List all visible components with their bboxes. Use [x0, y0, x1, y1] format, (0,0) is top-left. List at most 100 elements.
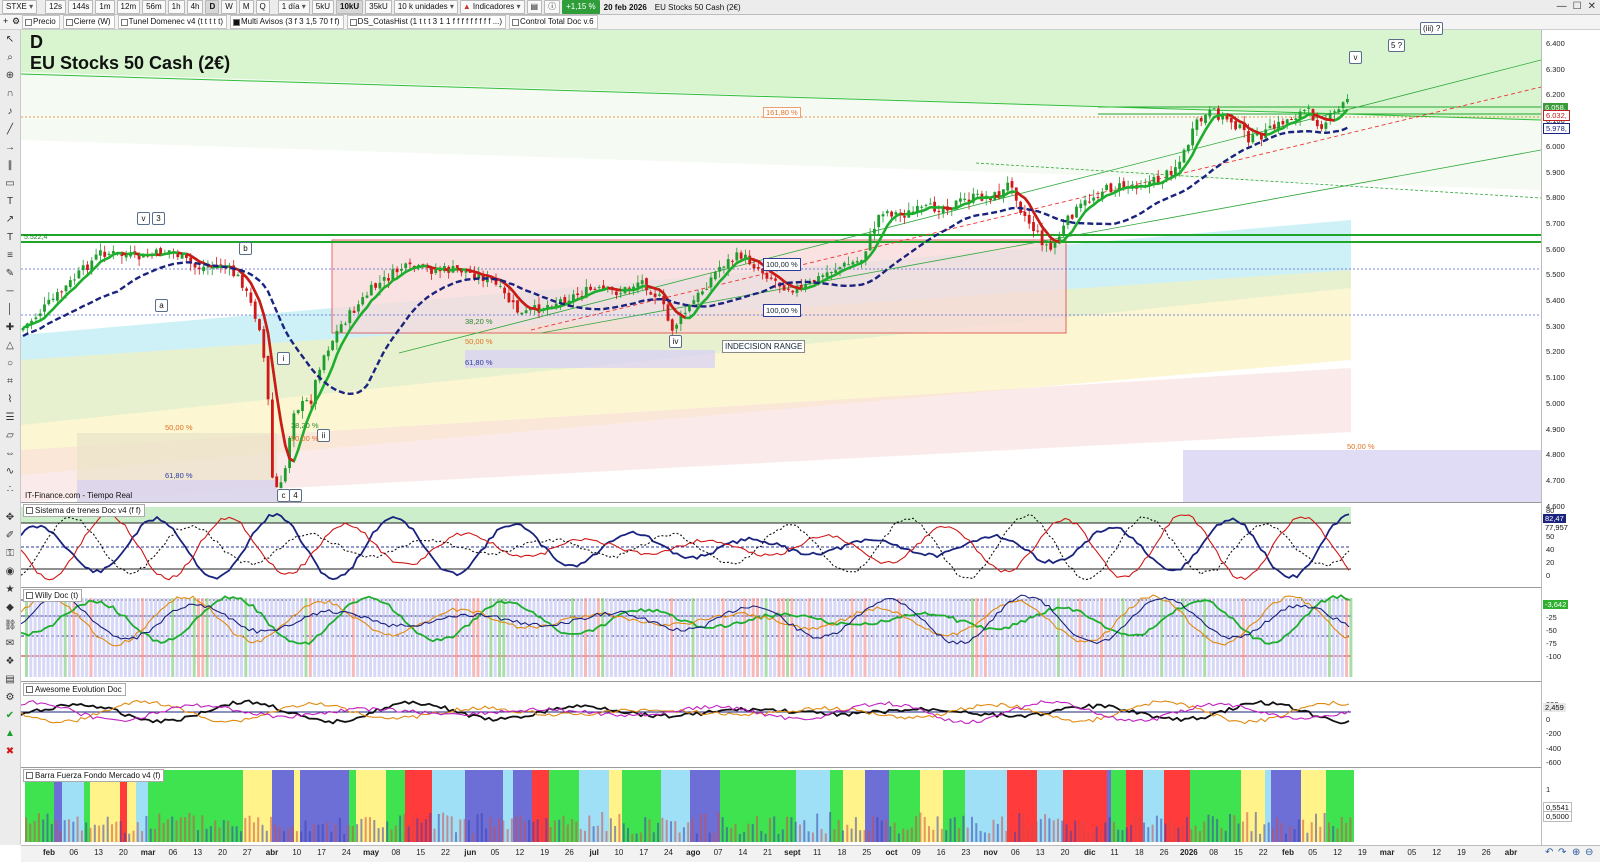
- text2-icon[interactable]: T: [6, 232, 14, 243]
- path-icon[interactable]: ⌇: [7, 394, 13, 405]
- interval-button-1h[interactable]: 1h: [167, 0, 185, 14]
- delete-icon[interactable]: ✖: [5, 746, 15, 757]
- time-label: nov: [983, 848, 998, 857]
- trenes-pane[interactable]: Sistema de trenes Doc v4 (f f): [21, 503, 1541, 588]
- rect-icon[interactable]: ▭: [5, 178, 15, 189]
- toggle-icon[interactable]: ▤: [526, 0, 543, 14]
- indicator-tag[interactable]: DS_CotasHist (1 t t t 3 1 1 f f f f f f …: [346, 15, 507, 29]
- magnet-icon[interactable]: ∩: [6, 88, 14, 99]
- info-icon[interactable]: ⓘ: [544, 0, 561, 14]
- channel-icon[interactable]: ∥: [7, 160, 13, 171]
- units-dropdown[interactable]: 10 k unidades: [393, 0, 458, 14]
- cursor-icon[interactable]: ↖: [5, 34, 15, 45]
- close-icon[interactable]: ✕: [1587, 1, 1596, 12]
- ellipse-icon[interactable]: ○: [6, 358, 14, 369]
- eraser-icon[interactable]: ▱: [6, 430, 14, 441]
- interval-button-12s[interactable]: 12s: [45, 0, 67, 14]
- ray-icon[interactable]: →: [5, 142, 15, 153]
- zoom-icon[interactable]: ⊕: [5, 70, 15, 81]
- barra-pane[interactable]: Barra Fuerza Fondo Mercado v4 (f): [21, 768, 1541, 846]
- willy-pane[interactable]: Willy Doc (t): [21, 588, 1541, 682]
- check-icon[interactable]: ✔: [5, 710, 15, 721]
- hline-icon[interactable]: ─: [6, 286, 14, 297]
- indicator-tag[interactable]: Precio: [22, 15, 60, 29]
- zoom-in-icon[interactable]: ⊕: [1572, 847, 1581, 858]
- volume-unit-35ku[interactable]: 35kU: [365, 0, 392, 14]
- thumbs-up-icon[interactable]: ▲: [5, 728, 15, 739]
- price-label: 6.058,: [1543, 103, 1568, 112]
- indicator-tag[interactable]: Control Total Doc v.6: [509, 15, 598, 29]
- pen-icon[interactable]: ✎: [5, 268, 15, 279]
- grid-icon[interactable]: ⌗: [7, 376, 13, 387]
- undo-icon[interactable]: ↶: [1545, 847, 1554, 858]
- price-tick: 4.700: [1546, 475, 1565, 485]
- interval-button-12m[interactable]: 12m: [116, 0, 141, 14]
- bell-icon[interactable]: ♪: [7, 106, 13, 117]
- time-label: 18: [1134, 848, 1144, 857]
- barra-title[interactable]: Barra Fuerza Fondo Mercado v4 (f): [23, 769, 165, 782]
- chart-icon[interactable]: ▤: [5, 674, 15, 685]
- price-axis[interactable]: 6.4006.3006.2006.1006.0005.9005.8005.700…: [1541, 30, 1600, 845]
- zoom-out-icon[interactable]: ⊖: [1585, 847, 1594, 858]
- note-icon[interactable]: ✉: [5, 638, 15, 649]
- instrument-title: EU Stocks 50 Cash (2€): [30, 53, 231, 73]
- lock-icon[interactable]: ⚿: [6, 548, 14, 559]
- gann-icon[interactable]: ✥: [5, 512, 15, 523]
- interval-button-144s[interactable]: 144s: [68, 0, 94, 14]
- interval-button-w[interactable]: W: [221, 0, 237, 14]
- star-icon[interactable]: ★: [5, 584, 15, 595]
- search-icon[interactable]: ⌕: [7, 52, 13, 63]
- cross-icon[interactable]: ✚: [5, 322, 15, 333]
- minimize-icon[interactable]: —: [1556, 1, 1567, 12]
- interval-button-4h[interactable]: 4h: [186, 0, 204, 14]
- indicators-button[interactable]: ▲ Indicadores: [459, 0, 525, 14]
- link-icon[interactable]: ⛓: [4, 620, 17, 631]
- indicator-tag[interactable]: Cierre (W): [62, 15, 115, 29]
- time-label: 22: [441, 848, 450, 857]
- shapes-icon[interactable]: ◆: [6, 602, 14, 613]
- barra-tick: 1: [1546, 785, 1551, 794]
- fib-icon[interactable]: ≡: [7, 250, 13, 261]
- eye-icon[interactable]: ◉: [5, 566, 15, 577]
- period-dropdown[interactable]: 1 día: [277, 0, 310, 14]
- time-axis[interactable]: feb 06 13 20 mar 06 13 20 27 abr 10 17 24 may 08 15 22 ju…: [21, 845, 1541, 862]
- trenes-label: 82,47: [1543, 514, 1566, 523]
- indicator-tag[interactable]: Tunel Domenec v4 (t t t t t): [117, 15, 227, 29]
- text-icon[interactable]: T: [6, 196, 14, 207]
- awesome-tick: -600: [1546, 758, 1562, 767]
- measure-icon[interactable]: ⇔: [5, 448, 15, 459]
- awesome-pane[interactable]: Awesome Evolution Doc: [21, 682, 1541, 768]
- time-label: 05: [1407, 848, 1417, 857]
- main-price-pane[interactable]: D EU Stocks 50 Cash (2€) IT-Finance.com …: [21, 30, 1541, 503]
- interval-button-d[interactable]: D: [205, 0, 220, 14]
- line-icon[interactable]: ╱: [6, 124, 14, 135]
- time-label: 12: [515, 848, 525, 857]
- redo-icon[interactable]: ↷: [1558, 847, 1567, 858]
- time-label: 10: [614, 848, 624, 857]
- layers-icon[interactable]: ☰: [5, 412, 15, 423]
- gear-icon[interactable]: ⚙: [5, 692, 15, 703]
- settings-icon[interactable]: ⚙: [12, 16, 21, 26]
- volume-unit-10ku[interactable]: 10kU: [336, 0, 364, 14]
- interval-button-1m[interactable]: 1m: [95, 0, 115, 14]
- maximize-icon[interactable]: ☐: [1572, 1, 1582, 12]
- vline-icon[interactable]: │: [6, 304, 14, 315]
- interval-button-q[interactable]: Q: [255, 0, 270, 14]
- interval-button-m[interactable]: M: [238, 0, 254, 14]
- pitch-icon[interactable]: ∴: [6, 484, 14, 495]
- symbol-selector[interactable]: STXE: [2, 0, 38, 14]
- brush-icon[interactable]: ✐: [5, 530, 15, 541]
- willy-title[interactable]: Willy Doc (t): [23, 589, 83, 602]
- arrow-icon[interactable]: ↗: [5, 214, 15, 225]
- indicator-tag[interactable]: Multi Avisos (3 f 3 1,5 70 f f): [229, 15, 344, 29]
- interval-button-56m[interactable]: 56m: [142, 0, 166, 14]
- wave-icon[interactable]: ∿: [5, 466, 15, 477]
- trenes-title[interactable]: Sistema de trenes Doc v4 (f f): [23, 504, 145, 517]
- triangle-icon[interactable]: △: [6, 340, 14, 351]
- pattern-icon[interactable]: ❖: [5, 656, 15, 667]
- price-label: 5.978,: [1543, 123, 1570, 134]
- add-indicator-icon[interactable]: +: [3, 16, 9, 26]
- volume-unit-5ku[interactable]: 5kU: [311, 0, 335, 14]
- box-label: 100,00 %: [763, 258, 801, 271]
- awesome-title[interactable]: Awesome Evolution Doc: [23, 683, 126, 696]
